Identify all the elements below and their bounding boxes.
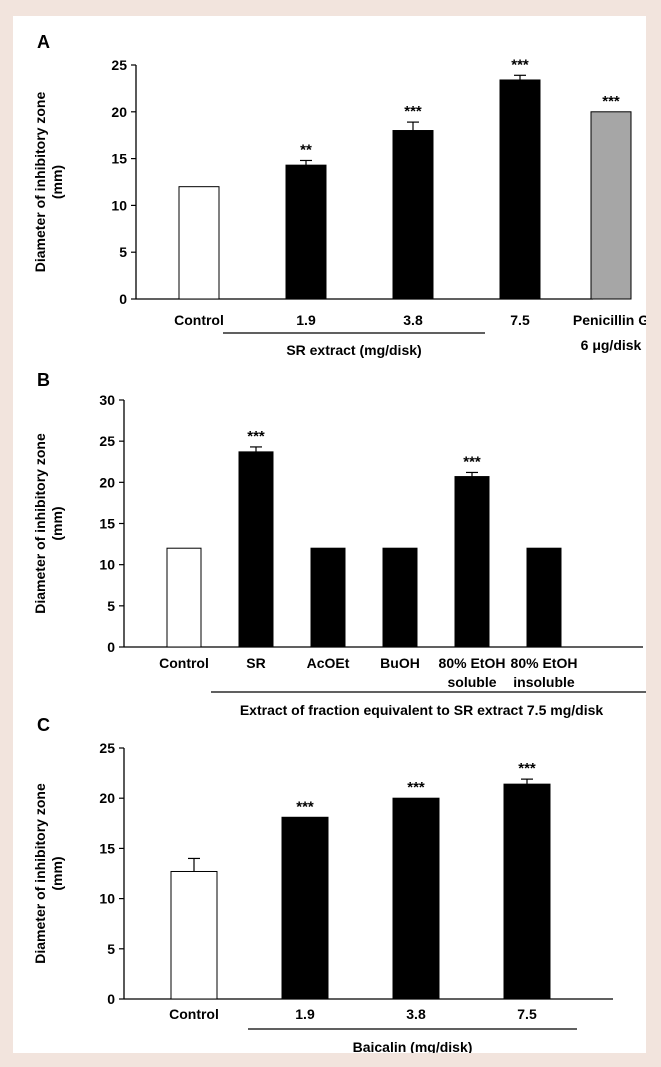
bar bbox=[392, 797, 440, 1000]
y-tick-label: 25 bbox=[99, 740, 115, 756]
significance-marker: *** bbox=[602, 93, 620, 110]
bar bbox=[526, 547, 562, 648]
y-tick-label: 15 bbox=[99, 516, 115, 532]
x-tick-label: AcOEt bbox=[307, 655, 350, 671]
x-tick-label: 1.9 bbox=[295, 1006, 315, 1022]
y-tick-label: 10 bbox=[99, 557, 115, 573]
significance-marker: *** bbox=[247, 428, 265, 445]
significance-marker: *** bbox=[407, 779, 425, 796]
bar bbox=[590, 111, 632, 300]
significance-marker: *** bbox=[463, 453, 481, 470]
x-tick-label: Control bbox=[159, 655, 209, 671]
y-tick-label: 10 bbox=[111, 197, 127, 213]
bar bbox=[281, 816, 329, 1000]
panel-label: A bbox=[37, 32, 50, 52]
x-tick-label: Control bbox=[174, 312, 224, 328]
x-tick-label: 6 μg/disk bbox=[581, 337, 642, 353]
bar bbox=[503, 783, 551, 1000]
panel-label: C bbox=[37, 715, 50, 735]
y-tick-label: 15 bbox=[99, 840, 115, 856]
x-tick-label: insoluble bbox=[513, 674, 575, 690]
significance-marker: *** bbox=[518, 760, 536, 777]
y-axis-title: Diameter of inhibitory zone bbox=[32, 433, 48, 614]
x-tick-label: BuOH bbox=[380, 655, 420, 671]
y-tick-label: 20 bbox=[99, 474, 115, 490]
bar bbox=[310, 547, 346, 648]
panel-label: B bbox=[37, 370, 50, 390]
y-tick-label: 25 bbox=[99, 433, 115, 449]
y-axis-title: (mm) bbox=[49, 856, 65, 890]
bar bbox=[454, 476, 490, 648]
x-tick-label: 3.8 bbox=[406, 1006, 426, 1022]
y-axis-title: Diameter of inhibitory zone bbox=[32, 92, 48, 273]
x-tick-label: 80% EtOH bbox=[511, 655, 578, 671]
x-tick-label: Penicillin G bbox=[573, 312, 646, 328]
significance-marker: *** bbox=[511, 56, 529, 73]
bar bbox=[170, 870, 218, 1000]
y-tick-label: 20 bbox=[111, 104, 127, 120]
x-tick-label: 7.5 bbox=[517, 1006, 537, 1022]
x-tick-label: 1.9 bbox=[296, 312, 316, 328]
y-tick-label: 10 bbox=[99, 891, 115, 907]
significance-marker: ** bbox=[300, 141, 312, 158]
y-axis-title: (mm) bbox=[49, 165, 65, 199]
bar bbox=[166, 547, 202, 648]
x-tick-label: 3.8 bbox=[403, 312, 423, 328]
bar bbox=[178, 186, 220, 300]
figure-panel: A Diameter of inhibitory zone (mm) 0 5 10 15 20… bbox=[13, 16, 646, 1053]
x-tick-label: 80% EtOH bbox=[439, 655, 506, 671]
chart-panel-c: C Diameter of inhibitory zone (mm) 0 5 10 15 20… bbox=[32, 715, 613, 1053]
x-tick-label: SR bbox=[246, 655, 265, 671]
x-tick-label: Control bbox=[169, 1006, 219, 1022]
y-tick-label: 0 bbox=[107, 991, 115, 1007]
x-group-label: SR extract (mg/disk) bbox=[286, 342, 421, 358]
y-tick-label: 20 bbox=[99, 790, 115, 806]
y-tick-label: 15 bbox=[111, 151, 127, 167]
chart-panel-b: B Diameter of inhibitory zone (mm) 0 5 10 15 20… bbox=[32, 370, 646, 718]
y-axis-title: (mm) bbox=[49, 506, 65, 540]
significance-marker: *** bbox=[296, 798, 314, 815]
bar bbox=[238, 451, 274, 648]
y-tick-label: 5 bbox=[107, 941, 115, 957]
bar bbox=[285, 164, 327, 300]
y-tick-label: 30 bbox=[99, 392, 115, 408]
bar bbox=[392, 130, 434, 300]
y-tick-label: 25 bbox=[111, 57, 127, 73]
chart-panel-a: A Diameter of inhibitory zone (mm) 0 5 10 15 20… bbox=[32, 32, 646, 358]
x-tick-label: 7.5 bbox=[510, 312, 530, 328]
x-tick-label: soluble bbox=[447, 674, 496, 690]
x-group-label: Extract of fraction equivalent to SR ext… bbox=[240, 702, 604, 718]
x-group-label: Baicalin (mg/disk) bbox=[353, 1039, 473, 1053]
y-tick-label: 5 bbox=[107, 598, 115, 614]
significance-marker: *** bbox=[404, 103, 422, 120]
y-tick-label: 0 bbox=[107, 639, 115, 655]
bar bbox=[499, 79, 541, 300]
bar bbox=[382, 547, 418, 648]
y-tick-label: 5 bbox=[119, 244, 127, 260]
y-tick-label: 0 bbox=[119, 291, 127, 307]
y-axis-title: Diameter of inhibitory zone bbox=[32, 783, 48, 964]
